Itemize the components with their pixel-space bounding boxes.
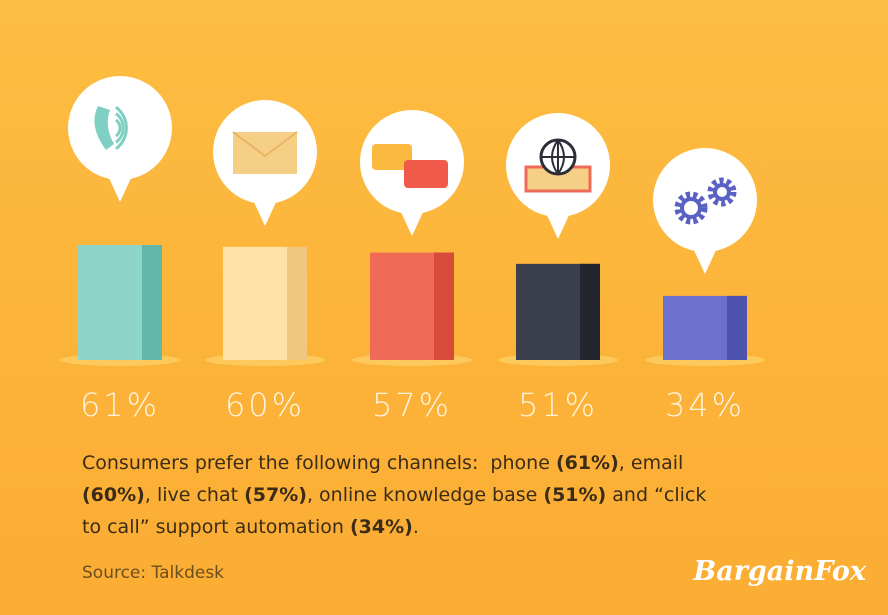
globe-lines <box>541 139 575 175</box>
phone-icon <box>94 106 114 150</box>
icon-bubble <box>360 110 464 236</box>
bubble <box>253 200 277 226</box>
bar-shade <box>434 252 454 360</box>
caption-text: (34%) <box>350 516 413 538</box>
caption-text: , email <box>619 452 683 474</box>
value-label: 34% <box>665 386 745 424</box>
value-label: 60% <box>225 386 305 424</box>
gear-hub <box>713 183 731 201</box>
caption-text: Consumers prefer the following channels:… <box>82 452 556 474</box>
gear <box>674 191 708 225</box>
wave <box>115 106 128 150</box>
caption-text: , live chat <box>145 484 244 506</box>
caption-line: (60%), live chat (57%), online knowledge… <box>82 484 706 506</box>
gear <box>707 177 737 207</box>
bubble <box>108 176 132 202</box>
caption-text: . <box>413 516 419 538</box>
caption-text: (60%) <box>82 484 145 506</box>
caption-line: to call” support automation (34%). <box>82 516 419 538</box>
caption-text: (51%) <box>543 484 606 506</box>
chat-bubble <box>372 144 412 170</box>
bubble <box>546 213 570 239</box>
wave <box>115 112 125 144</box>
chat-bubble <box>404 160 448 188</box>
envelope-flap <box>232 131 298 158</box>
value-label: 51% <box>518 386 598 424</box>
caption-text: (61%) <box>556 452 619 474</box>
bubble <box>653 148 757 252</box>
bar-shade <box>727 295 747 360</box>
icon-bubble <box>653 148 757 274</box>
source: Source: Talkdesk <box>82 563 224 583</box>
logo: BargainFox <box>692 556 867 587</box>
bubble <box>400 210 424 236</box>
caption-text: to call” support automation <box>82 516 350 538</box>
bubble <box>693 248 717 274</box>
bar-shade <box>580 263 600 360</box>
wave <box>114 118 122 138</box>
value-label: 57% <box>372 386 452 424</box>
icon-bubble <box>506 113 610 239</box>
caption-text: and “click <box>606 484 706 506</box>
gear-hub <box>680 197 702 219</box>
caption-line: Consumers prefer the following channels:… <box>82 452 683 474</box>
caption-text: , online knowledge base <box>307 484 543 506</box>
bar-shade <box>142 245 162 360</box>
value-label: 61% <box>80 386 160 424</box>
bar-shade <box>287 246 307 360</box>
caption-text: (57%) <box>244 484 307 506</box>
icon-bubble <box>213 100 317 226</box>
icon-bubble <box>68 76 172 202</box>
